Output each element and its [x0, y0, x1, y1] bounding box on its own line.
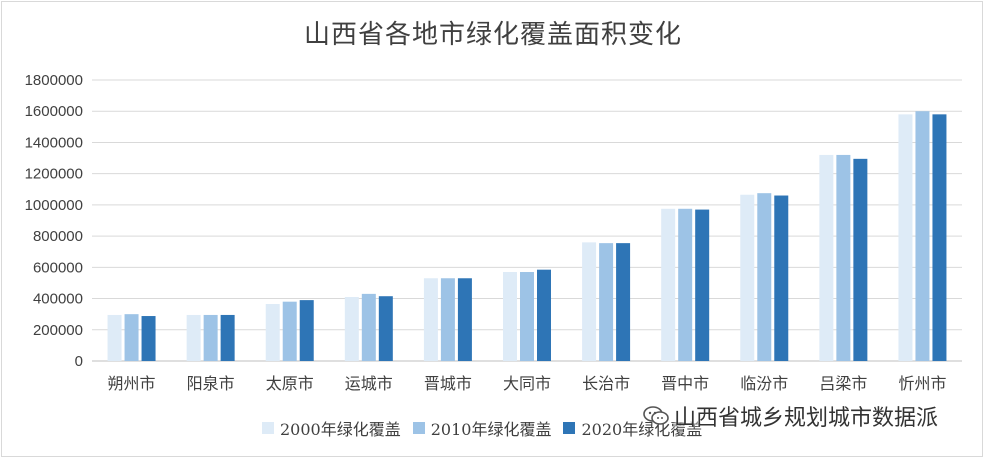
- y-tick-label: 1200000: [25, 166, 83, 183]
- y-tick-label: 400000: [33, 291, 83, 308]
- bar: [141, 316, 156, 361]
- bar: [186, 314, 201, 361]
- bar: [265, 304, 280, 361]
- legend-item: 2010年绿化覆盖: [412, 416, 552, 440]
- legend-swatch: [262, 422, 274, 434]
- y-tick-label: 200000: [33, 322, 83, 339]
- y-tick-label: 800000: [33, 228, 83, 245]
- legend: 2000年绿化覆盖 2010年绿化覆盖 2020年绿化覆盖: [262, 416, 702, 440]
- watermark: 山西省城乡规划城市数据派: [642, 400, 938, 432]
- y-tick-label: 1800000: [25, 72, 83, 89]
- bar: [440, 278, 455, 361]
- bar: [220, 314, 235, 361]
- x-category-label: 长治市: [582, 374, 630, 393]
- legend-swatch: [412, 422, 425, 434]
- bar: [299, 300, 314, 361]
- bar: [282, 301, 297, 361]
- y-tick-label: 600000: [33, 259, 83, 276]
- bar: [661, 208, 676, 361]
- y-tick-label: 1400000: [25, 134, 83, 151]
- wechat-icon: [643, 406, 669, 425]
- x-category-label: 晋中市: [661, 374, 709, 393]
- legend-item: 2020年绿化覆盖: [563, 416, 702, 440]
- legend-swatch: [563, 422, 576, 434]
- y-tick-labels: 0 200000 400000 600000 800000 1000000 1200000 1…: [25, 72, 83, 370]
- y-tick-label: 0: [75, 353, 83, 370]
- bar: [599, 243, 614, 361]
- bar: [503, 272, 517, 361]
- bar: [582, 242, 597, 361]
- bar: [107, 314, 122, 361]
- y-tick-label: 1000000: [25, 197, 83, 214]
- x-category-label: 运城市: [345, 374, 393, 393]
- bar: [774, 195, 789, 361]
- bar: [853, 158, 868, 361]
- x-category-label: 忻州市: [898, 374, 946, 393]
- bar: [836, 154, 851, 361]
- x-category-label: 大同市: [503, 374, 551, 393]
- legend-label: 2020年绿化覆盖: [581, 420, 703, 439]
- watermark-text: 山西省城乡规划城市数据派: [674, 406, 939, 431]
- bar: [757, 193, 772, 361]
- x-category-label: 阳泉市: [187, 374, 235, 393]
- x-category-label: 晋城市: [424, 374, 472, 393]
- bar: [819, 154, 834, 361]
- bar: [898, 114, 913, 361]
- bar: [678, 208, 693, 361]
- chart-title: 山西省各地市绿化覆盖面积变化: [303, 20, 682, 50]
- legend-label: 2000年绿化覆盖: [280, 420, 401, 439]
- bar: [915, 111, 930, 361]
- bar: [695, 209, 710, 361]
- bars: [107, 111, 947, 361]
- bar: [457, 278, 472, 361]
- x-category-label: 太原市: [266, 374, 314, 393]
- bar: [616, 243, 631, 361]
- bar: [378, 296, 393, 361]
- legend-item: 2000年绿化覆盖: [262, 416, 401, 440]
- bar: [932, 114, 947, 361]
- x-category-label: 临汾市: [740, 374, 788, 393]
- bar: [740, 194, 755, 361]
- bar: [344, 296, 359, 361]
- x-category-label: 朔州市: [108, 374, 156, 393]
- bar: [361, 293, 376, 361]
- x-category-label: 吕梁市: [819, 374, 867, 393]
- bar: [423, 278, 438, 361]
- legend-label: 2010年绿化覆盖: [430, 420, 552, 439]
- bar: [124, 314, 139, 361]
- bar: [537, 269, 551, 361]
- y-tick-label: 1600000: [25, 103, 83, 120]
- bar: [203, 314, 218, 361]
- x-category-labels: 朔州市 阳泉市 太原市 运城市 晋城市 大同市 长治市 晋中市 临汾市 吕梁市 忻州市: [108, 374, 947, 393]
- bar: [520, 272, 534, 361]
